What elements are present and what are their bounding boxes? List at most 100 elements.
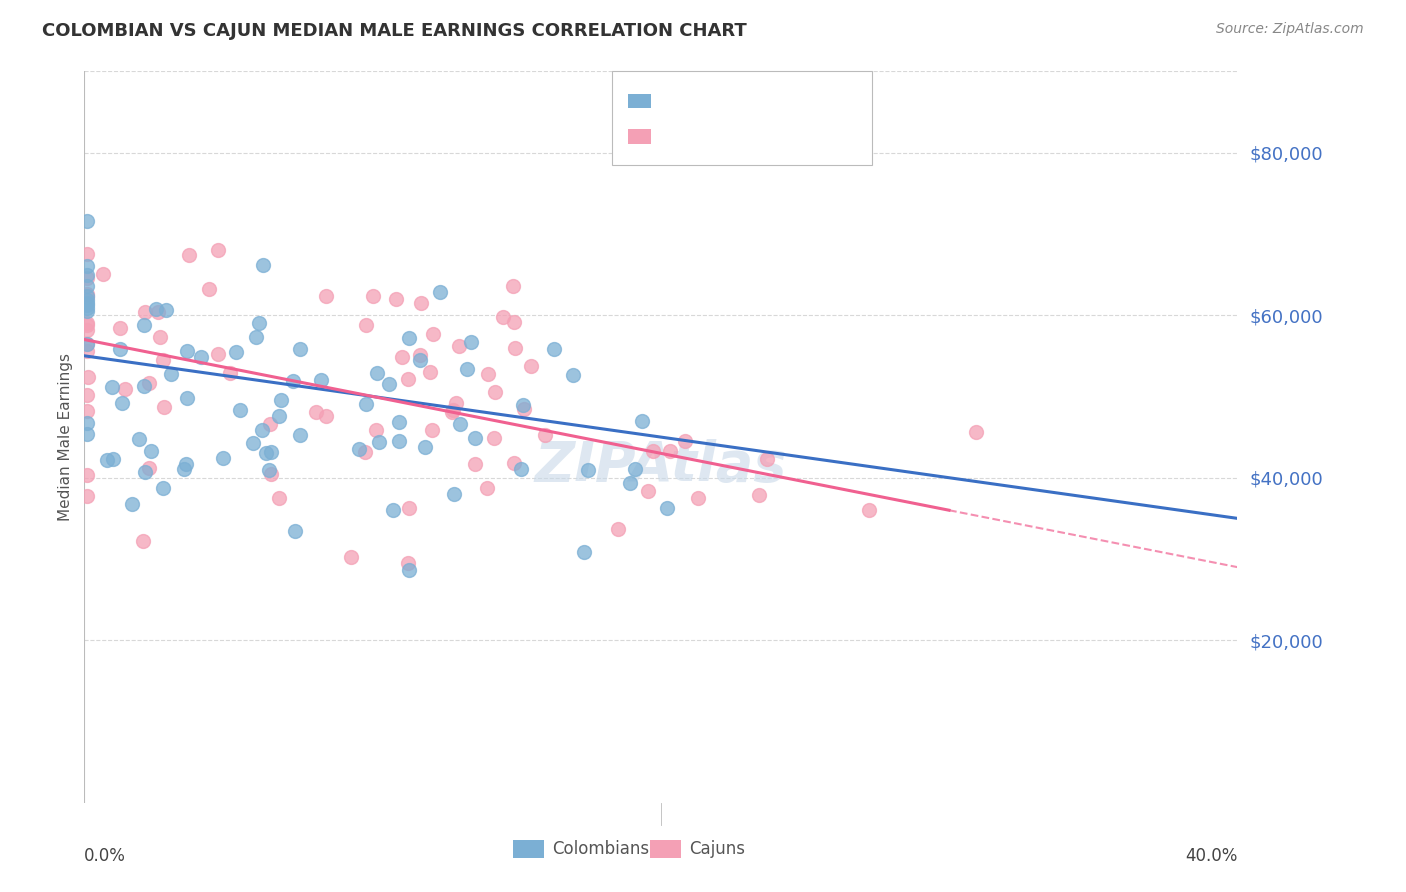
Point [139,444,162,458]
Point [519,359,541,373]
Point [76,288,98,302]
Point [76,416,98,430]
Point [76,271,98,285]
Text: N =: N = [770,128,818,145]
Point [315,289,337,303]
Text: -0.334: -0.334 [697,128,756,145]
Point [111,396,134,410]
Point [76,426,98,441]
Point [409,348,432,362]
Point [270,392,292,407]
Point [174,457,197,471]
Point [387,415,409,429]
Point [160,367,183,381]
Point [398,331,420,345]
Point [252,259,274,273]
Point [460,334,482,349]
Point [283,374,305,388]
Point [543,342,565,356]
Point [641,443,664,458]
Point [190,350,212,364]
Point [572,545,595,559]
Point [381,503,404,517]
Point [76,304,98,318]
Point [76,489,98,503]
Point [756,451,779,466]
Point [103,452,125,467]
Point [965,425,987,439]
Point [659,443,682,458]
Point [76,301,98,315]
Point [114,382,136,396]
Point [673,434,696,448]
Point [637,483,659,498]
Point [173,462,195,476]
Point [361,289,384,303]
Point [138,376,160,391]
Point [134,378,156,392]
Point [503,342,526,356]
Point [340,549,363,564]
Point [218,366,240,380]
Point [512,402,534,417]
Point [176,344,198,359]
Point [267,409,290,423]
Text: Cajuns: Cajuns [689,840,745,858]
Point [364,423,387,437]
Point [477,367,499,381]
Point [152,481,174,495]
Point [254,446,277,460]
Point [561,368,583,383]
Point [197,282,219,296]
Point [138,461,160,475]
Point [76,293,98,307]
Point [134,318,156,332]
Point [76,268,98,282]
Point [155,303,177,318]
Point [76,388,98,402]
Point [121,497,143,511]
Text: R =: R = [661,128,697,145]
Point [152,353,174,368]
Point [101,380,124,394]
Point [76,259,98,273]
Point [502,456,524,470]
Point [134,466,156,480]
Point [456,362,478,376]
Point [177,248,200,262]
Point [76,246,98,260]
Point [252,423,274,437]
Point [259,467,281,481]
Text: 40.0%: 40.0% [1185,847,1237,864]
Point [631,414,654,428]
Point [502,315,524,329]
Point [145,301,167,316]
Point [484,385,506,400]
Point [484,431,506,445]
Point [356,397,378,411]
Text: Colombians: Colombians [553,840,650,858]
Point [533,428,555,442]
Point [96,452,118,467]
Point [366,367,388,381]
Point [441,403,464,417]
Point [396,372,419,386]
Point [110,343,132,357]
Point [420,423,443,437]
Text: Source: ZipAtlas.com: Source: ZipAtlas.com [1216,22,1364,37]
Point [378,376,401,391]
Point [207,243,229,257]
Point [419,365,441,379]
Point [247,316,270,330]
Point [512,399,534,413]
Point [409,352,432,367]
Point [464,431,486,445]
Point [207,347,229,361]
Point [492,310,515,325]
Point [76,337,98,351]
Point [354,444,377,458]
Point [76,278,98,293]
Point [447,339,470,353]
Point [655,500,678,515]
Point [76,287,98,301]
